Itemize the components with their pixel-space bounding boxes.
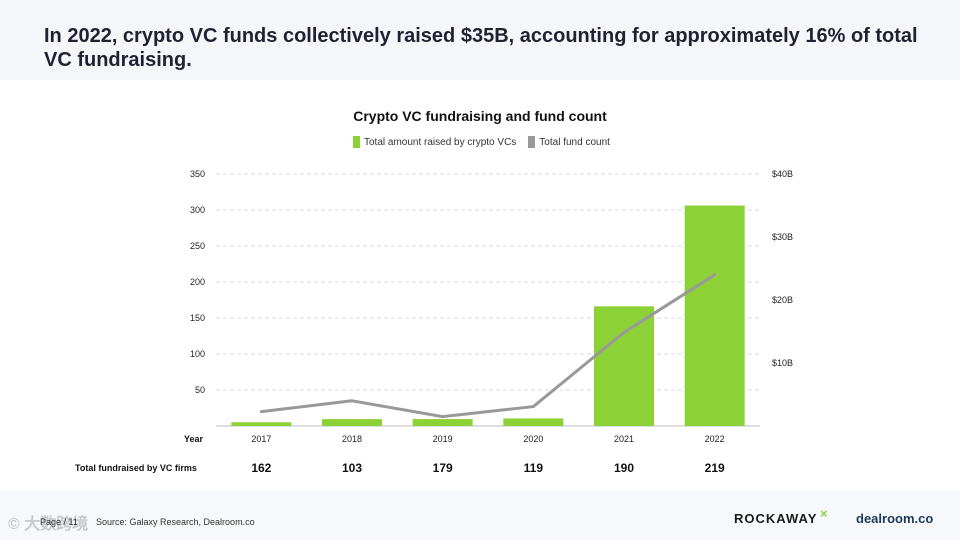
chart-legend: Total amount raised by crypto VCs Total …	[353, 136, 610, 148]
left-tick-350: 350	[190, 169, 205, 179]
chart-title: Crypto VC fundraising and fund count	[353, 108, 607, 124]
x-axis-label: Year	[184, 434, 204, 444]
right-tick-3: $40B	[772, 169, 793, 179]
legend-swatch-amount	[353, 136, 360, 148]
footer-band	[0, 490, 960, 540]
fundraised-row-label: Total fundraised by VC firms	[75, 463, 197, 473]
fund-count-line	[261, 273, 716, 419]
right-tick-0: $10B	[772, 358, 793, 368]
header-band	[0, 0, 960, 80]
page-headline: In 2022, crypto VC funds collectively ra…	[44, 25, 918, 71]
bar-2022	[684, 205, 745, 426]
bar-2019	[412, 419, 473, 426]
legend-swatch-count	[528, 136, 536, 148]
rockaway-logo: ROCKAWAY	[734, 511, 818, 526]
x-tick-2021: 2021	[614, 434, 634, 444]
right-tick-1: $20B	[772, 295, 793, 305]
fundraised-value-2020: 119	[524, 461, 544, 475]
legend-label-amount: Total amount raised by crypto VCs	[364, 136, 517, 148]
fund-count-point-2017	[259, 410, 263, 414]
legend-item-count: Total fund count	[528, 136, 610, 148]
left-tick-150: 150	[190, 313, 205, 323]
fundraised-value-2017: 162	[251, 461, 271, 475]
bar-2021	[594, 306, 654, 426]
fund-count-point-2018	[350, 399, 354, 403]
fund-count-point-2019	[441, 415, 445, 419]
page-number: Page / 11	[40, 517, 78, 527]
left-tick-300: 300	[190, 205, 205, 215]
watermark: © 大数跨境	[8, 516, 89, 533]
fundraised-value-2021: 190	[614, 461, 634, 475]
bar-2017	[231, 422, 292, 426]
right-tick-2: $30B	[772, 232, 793, 242]
source-note: Source: Galaxy Research, Dealroom.co	[96, 517, 255, 527]
legend-label-count: Total fund count	[539, 136, 610, 148]
x-tick-2020: 2020	[523, 434, 543, 444]
bar-2018	[322, 419, 382, 426]
bar-2020	[503, 418, 564, 426]
left-tick-100: 100	[190, 349, 205, 359]
fund-count-point-2021	[622, 330, 626, 334]
x-tick-2019: 2019	[433, 434, 453, 444]
legend-item-amount: Total amount raised by crypto VCs	[353, 136, 516, 148]
x-tick-2022: 2022	[705, 434, 725, 444]
fund-count-point-2022	[713, 273, 717, 277]
fundraised-value-2022: 219	[705, 461, 725, 475]
fundraised-value-2018: 103	[342, 461, 362, 475]
fundraised-value-2019: 179	[433, 461, 453, 475]
x-tick-2017: 2017	[251, 434, 271, 444]
dealroom-logo: dealroom.co	[856, 511, 934, 526]
rockaway-logo-mark: ×	[820, 506, 828, 521]
fund-count-point-2020	[531, 405, 535, 409]
left-tick-200: 200	[190, 277, 205, 287]
left-tick-50: 50	[195, 385, 205, 395]
x-tick-2018: 2018	[342, 434, 362, 444]
left-tick-250: 250	[190, 241, 205, 251]
